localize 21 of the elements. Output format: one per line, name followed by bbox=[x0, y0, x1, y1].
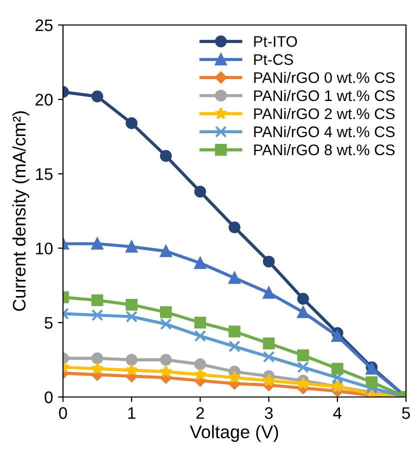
legend-label: PANi/rGO 2 wt.% CS bbox=[254, 108, 395, 120]
legend-label: Pt-CS bbox=[254, 54, 294, 65]
y-tick-label: 20 bbox=[36, 94, 53, 106]
legend-label: Pt-ITO bbox=[254, 36, 297, 47]
x-axis-title: Voltage (V) bbox=[190, 425, 278, 442]
y-tick-label: 10 bbox=[36, 242, 53, 254]
x-tick-label: 4 bbox=[333, 407, 342, 419]
legend-label: PANi/rGO 0 wt.% CS bbox=[254, 72, 395, 84]
legend-label: PANi/rGO 8 wt.% CS bbox=[254, 144, 395, 156]
x-tick-label: 0 bbox=[59, 407, 67, 419]
x-tick-label: 3 bbox=[264, 407, 273, 419]
legend-label: PANi/rGO 1 wt.% CS bbox=[254, 90, 395, 102]
y-tick-label: 5 bbox=[44, 317, 53, 329]
y-tick-label: 0 bbox=[44, 391, 53, 404]
legend-label: PANi/rGO 4 wt.% CS bbox=[254, 126, 395, 138]
x-tick-label: 2 bbox=[196, 407, 204, 419]
x-tick-label: 5 bbox=[402, 407, 410, 419]
y-tick-label: 25 bbox=[36, 19, 53, 32]
x-tick-label: 1 bbox=[128, 407, 136, 419]
y-axis-title: Current density (mA/cm²) bbox=[12, 111, 30, 311]
y-tick-label: 15 bbox=[36, 168, 53, 180]
